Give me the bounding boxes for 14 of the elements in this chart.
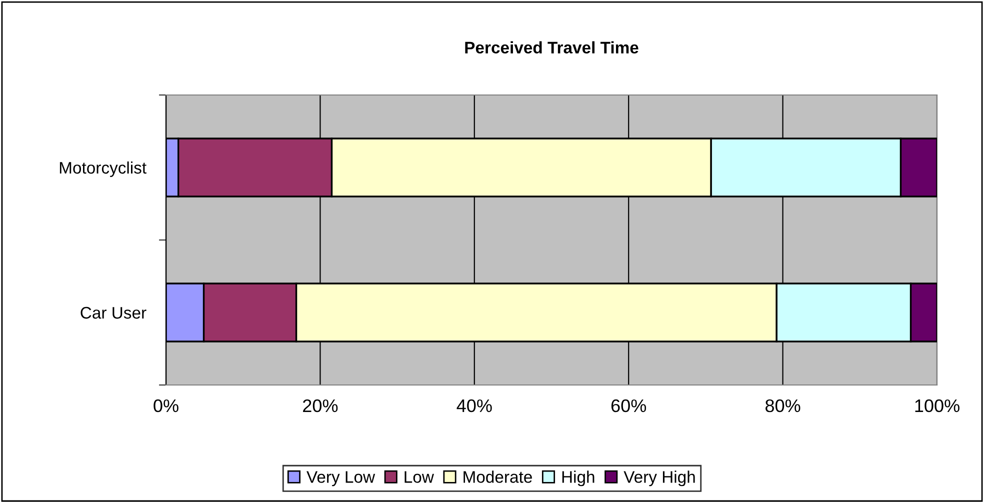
x-tick-label: 20% <box>303 399 338 412</box>
legend-label: Very High <box>624 470 695 486</box>
x-tick-label: 100% <box>915 399 960 412</box>
chart-title: Perceived Travel Time <box>465 41 638 54</box>
x-tick-label: 60% <box>611 399 646 412</box>
legend-label: Moderate <box>464 470 532 483</box>
x-tick-label: 40% <box>456 399 492 412</box>
x-tick-label: 80% <box>766 399 800 412</box>
legend-label: Low <box>404 471 434 483</box>
y-tick-label: Car User <box>80 306 146 319</box>
legend-label: Very Low <box>306 471 376 486</box>
y-tick-label: Motorcyclist <box>60 161 146 177</box>
x-tick-label: 0% <box>154 399 178 412</box>
legend-label: High <box>562 470 594 486</box>
